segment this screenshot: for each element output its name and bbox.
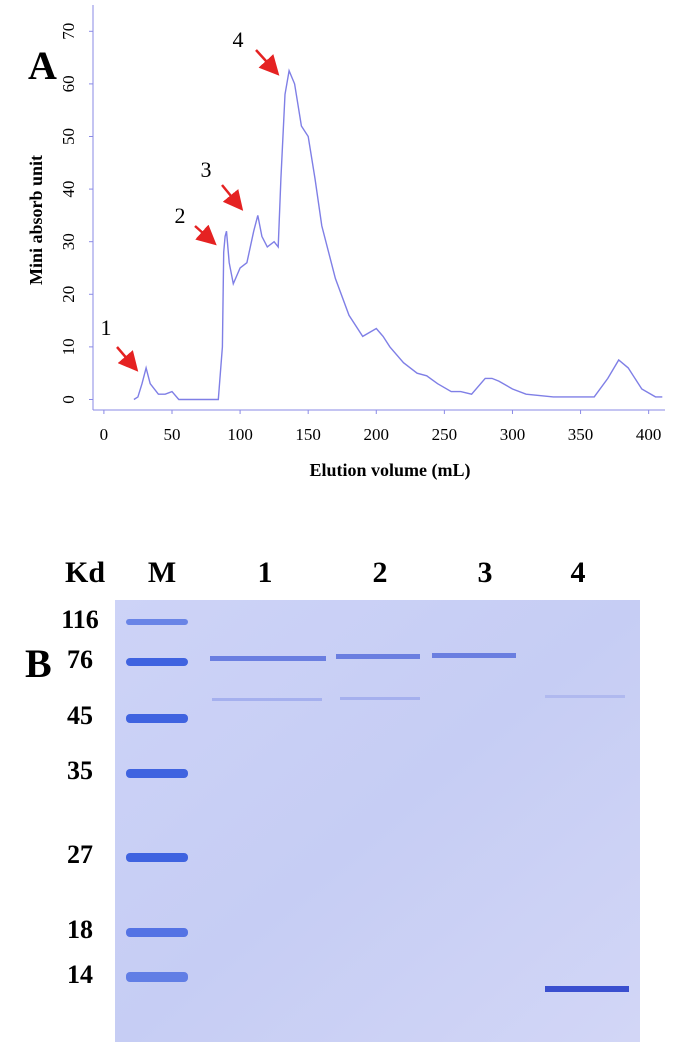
marker-label: 14 <box>67 960 93 989</box>
band <box>126 853 188 862</box>
band <box>126 972 188 982</box>
x-tick-label: 200 <box>364 425 390 444</box>
annotation: 3 <box>201 157 212 182</box>
annotation-arrow <box>221 184 244 211</box>
y-tick-label: 0 <box>59 395 78 404</box>
x-axis-label: Elution volume (mL) <box>309 460 470 481</box>
x-tick-label: 250 <box>432 425 458 444</box>
lane-label: Kd <box>65 556 105 589</box>
y-tick-label: 70 <box>59 23 78 40</box>
lane-label: 4 <box>571 556 586 589</box>
marker-label: 27 <box>67 840 93 869</box>
y-axis-label: Mini absorb unit <box>26 155 46 285</box>
y-tick-label: 10 <box>59 338 78 355</box>
marker-label: 116 <box>61 605 99 634</box>
y-tick-label: 60 <box>59 75 78 92</box>
panel-label: B <box>25 641 52 686</box>
y-tick-label: 30 <box>59 233 78 250</box>
band <box>340 697 420 700</box>
x-tick-label: 50 <box>163 425 180 444</box>
gel <box>115 600 640 1042</box>
marker-label: 76 <box>67 645 93 674</box>
annotation-arrow <box>116 346 139 372</box>
lane-label: 1 <box>258 556 273 589</box>
sample-bands <box>210 653 629 992</box>
annotation-arrow <box>194 224 217 246</box>
x-tick-label: 300 <box>500 425 526 444</box>
annotation: 2 <box>175 203 186 228</box>
band <box>212 698 322 701</box>
marker-label: 18 <box>67 915 93 944</box>
x-tick-label: 350 <box>568 425 594 444</box>
lane-label: M <box>148 556 176 589</box>
panel-label: A <box>28 43 57 88</box>
band <box>545 695 625 698</box>
band <box>545 986 629 992</box>
band <box>432 653 516 658</box>
band <box>126 619 188 625</box>
y-tick-label: 20 <box>59 286 78 303</box>
annotation: 4 <box>233 27 244 52</box>
band <box>126 714 188 723</box>
y-tick-label: 50 <box>59 128 78 145</box>
marker-label: 35 <box>67 756 93 785</box>
band <box>336 654 420 659</box>
x-tick-label: 0 <box>100 425 109 444</box>
annotation-arrow <box>255 49 280 76</box>
band <box>126 769 188 778</box>
y-tick-label: 40 <box>59 181 78 198</box>
marker-bands <box>126 619 188 982</box>
band <box>210 656 326 661</box>
band <box>126 928 188 937</box>
x-tick-label: 400 <box>636 425 662 444</box>
line <box>133 68 663 401</box>
lane-label: 2 <box>373 556 388 589</box>
x-tick-label: 100 <box>227 425 253 444</box>
lane-label: 3 <box>478 556 493 589</box>
band <box>126 658 188 666</box>
annotation: 1 <box>101 315 112 340</box>
x-tick-label: 150 <box>295 425 321 444</box>
marker-label: 45 <box>67 701 93 730</box>
